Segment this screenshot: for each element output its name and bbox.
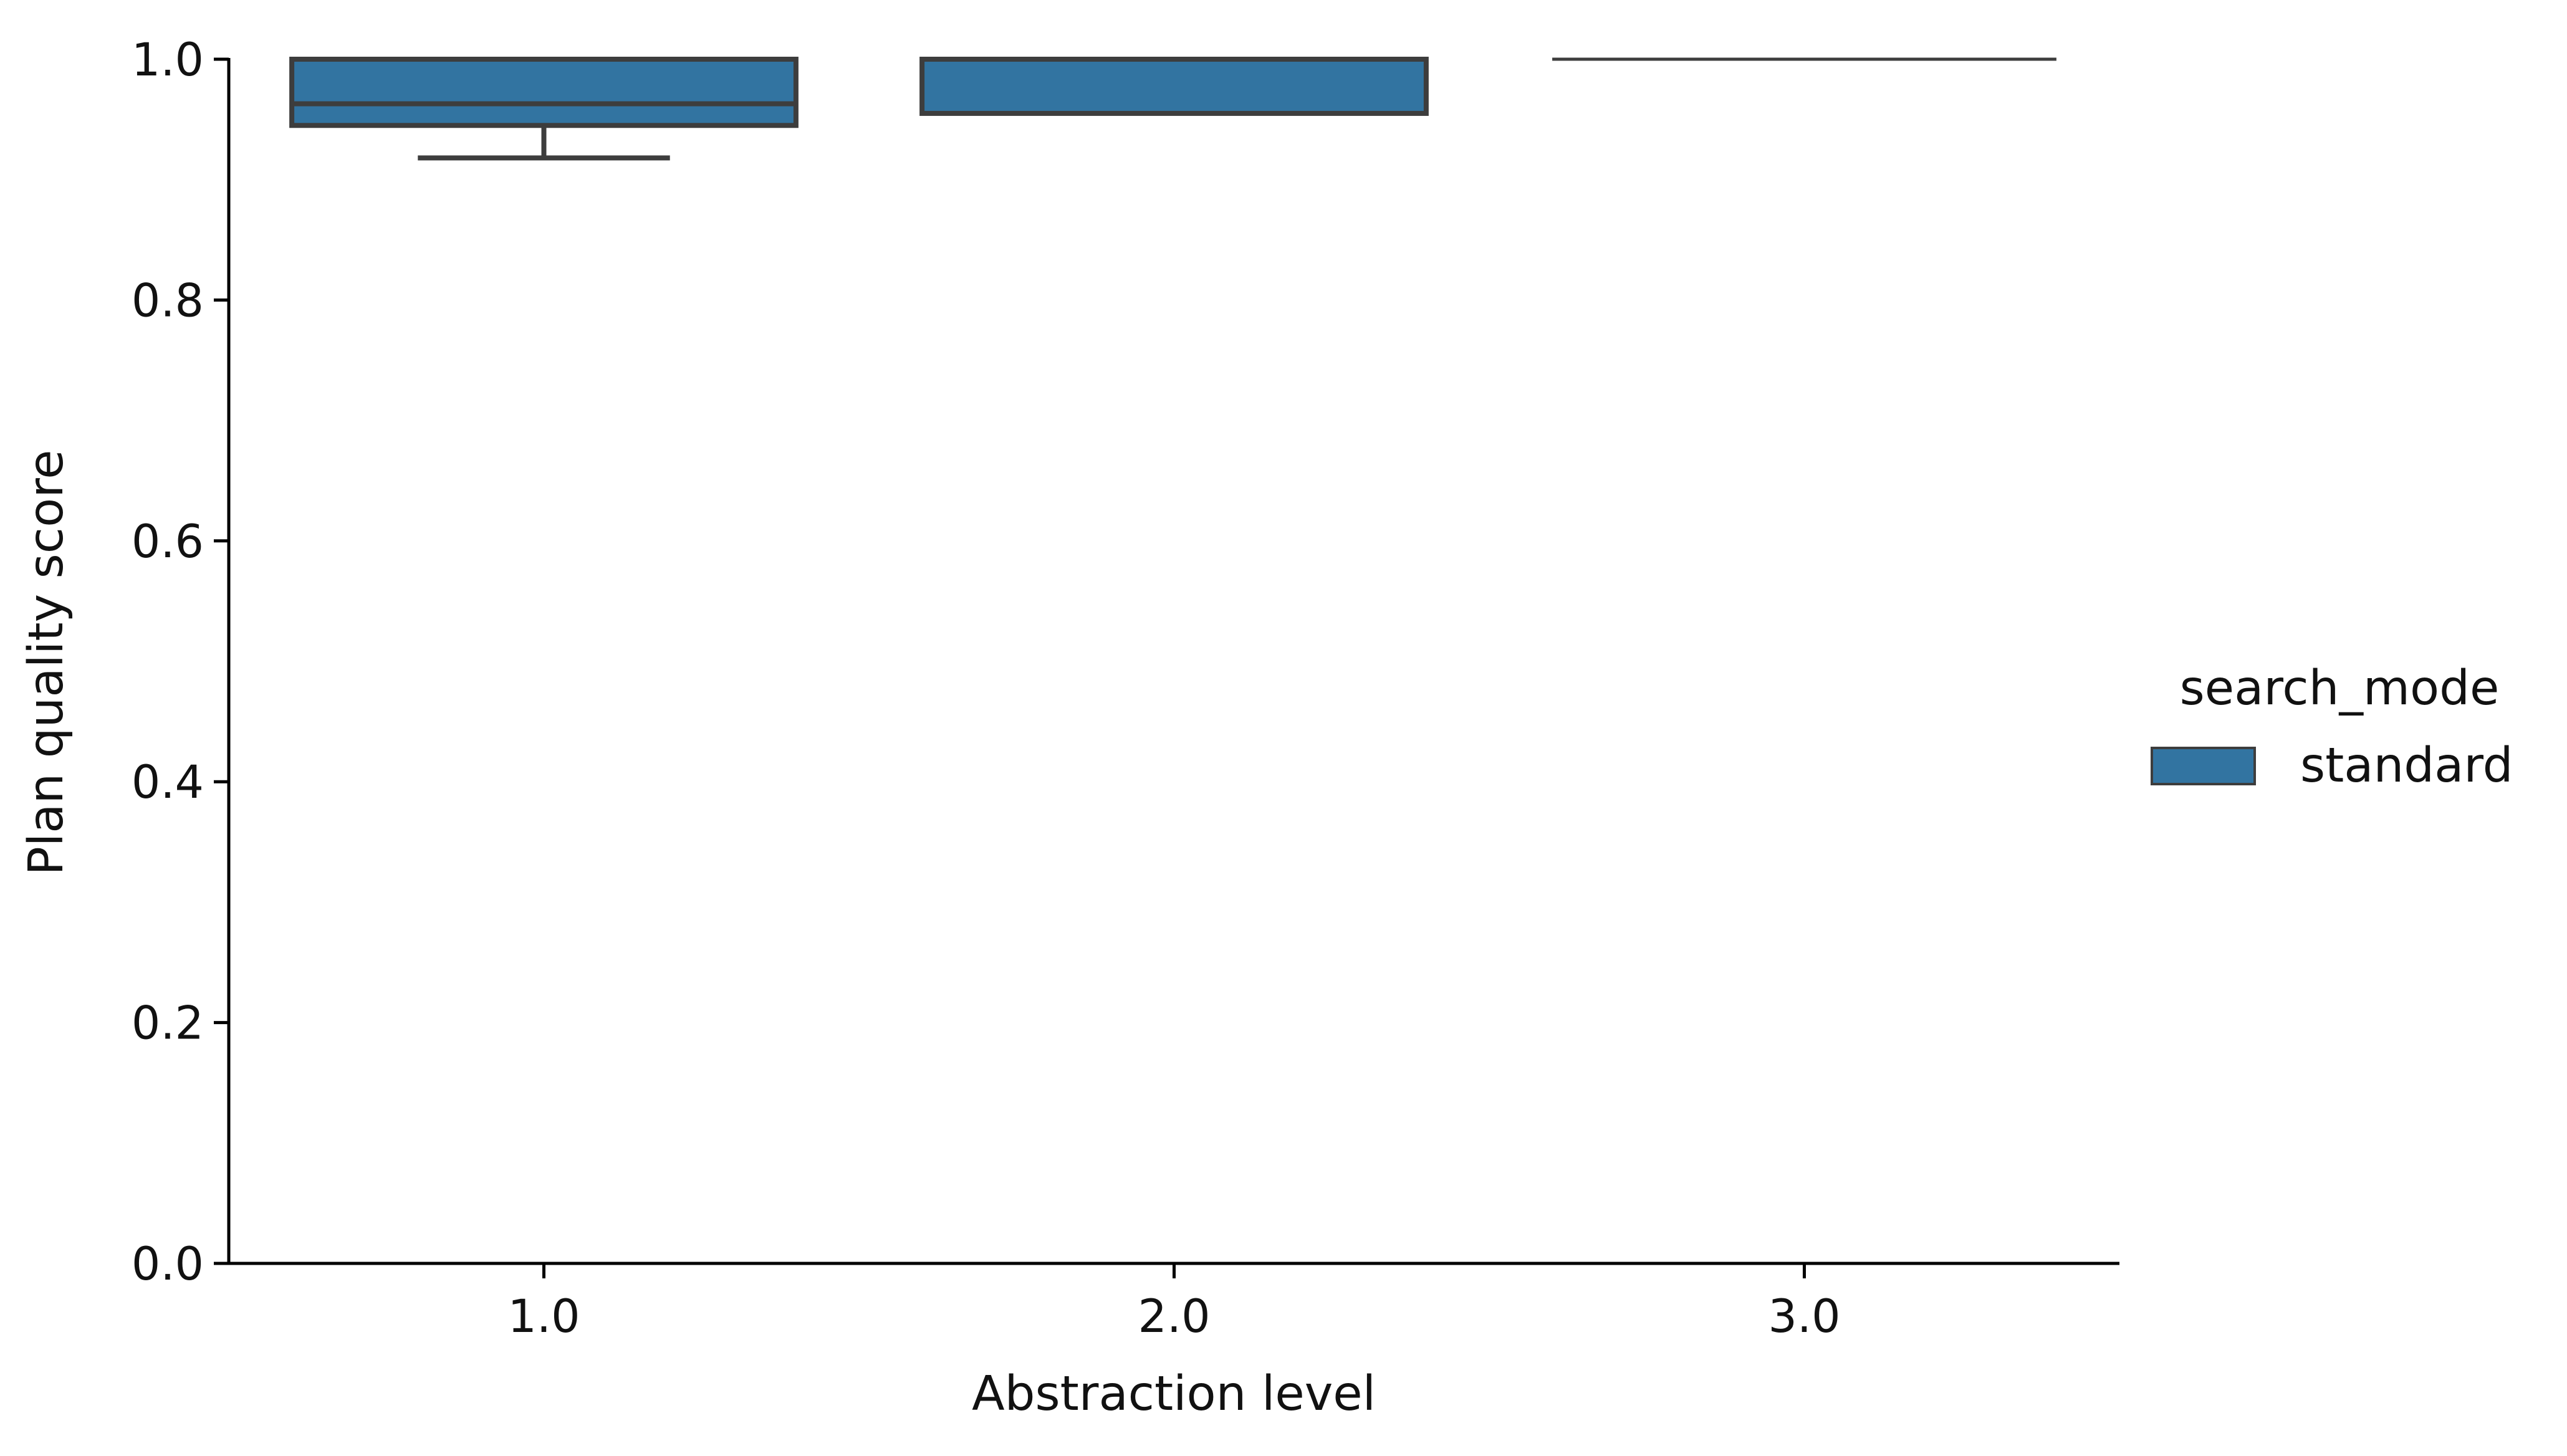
legend-swatch-standard [2151, 747, 2256, 785]
box-1.0 [289, 57, 799, 161]
x-axis-title: Abstraction level [972, 1366, 1376, 1422]
legend-title: search_mode [2180, 661, 2500, 716]
y-tick-label: 0.8 [132, 274, 204, 327]
y-tick-label: 0.4 [132, 756, 204, 809]
plot-area [289, 57, 2056, 161]
x-tick-label: 2.0 [1138, 1290, 1210, 1343]
x-tick-label: 1.0 [507, 1290, 580, 1343]
y-axis: 0.0 0.2 0.4 0.6 0.8 1.0 [132, 34, 231, 1291]
y-tick-label: 0.0 [132, 1238, 204, 1291]
legend-label-standard: standard [2300, 738, 2513, 793]
y-tick-label: 0.2 [132, 997, 204, 1050]
box-2.0 [919, 57, 1429, 116]
y-axis-title: Plan quality score [19, 449, 74, 875]
y-tick-label: 1.0 [132, 34, 204, 87]
y-tick-label: 0.6 [132, 515, 204, 568]
x-axis: 1.0 2.0 3.0 [229, 1262, 2119, 1343]
legend: search_mode standard [2151, 661, 2513, 793]
box-body [289, 57, 799, 128]
x-tick-label: 3.0 [1768, 1290, 1840, 1343]
box-body [919, 57, 1429, 116]
